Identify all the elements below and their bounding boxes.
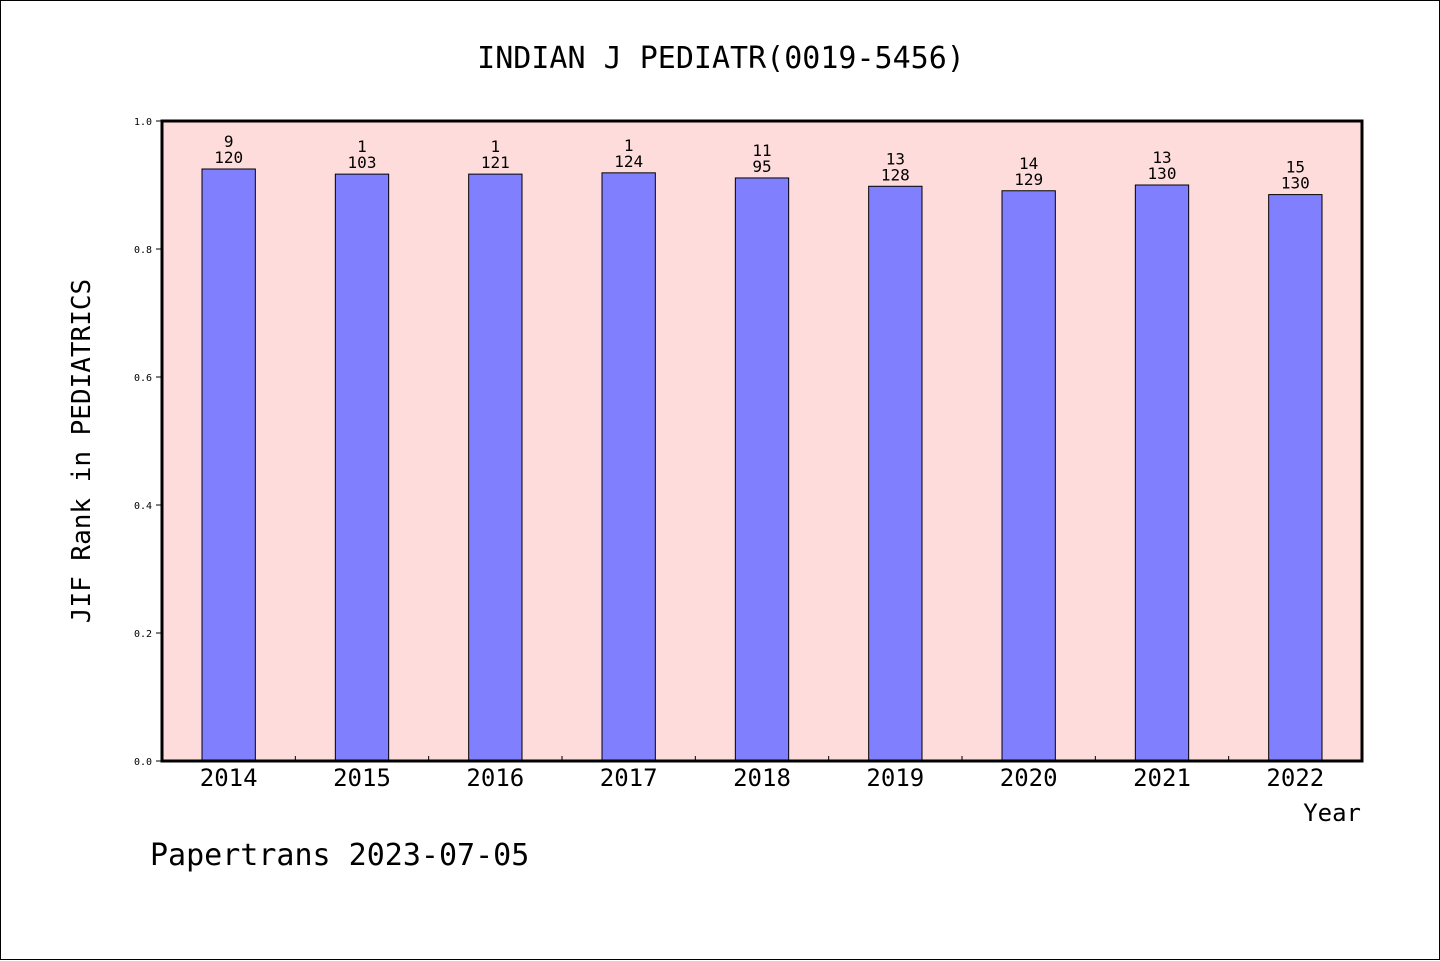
bar-rank-label-2019: 13 [886,149,905,168]
x-axis-label: Year [1303,799,1361,827]
bar-total-label-2014: 120 [214,148,243,167]
bar-2019 [868,185,923,762]
x-tick-label-2015: 2015 [333,764,391,792]
y-tick-label-1.0: 1.0 [134,117,152,128]
y-tick-label-0.0: 0.0 [134,757,152,768]
x-tick-label-2021: 2021 [1133,764,1191,792]
bar-total-label-2021: 130 [1148,164,1177,183]
bar-total-label-2020: 129 [1014,170,1043,189]
bar-2015 [334,173,390,762]
bar-rank-label-2022: 15 [1286,158,1305,177]
y-tick-label-0.6: 0.6 [134,373,152,384]
x-tick-label-2016: 2016 [466,764,524,792]
x-tick-label-2020: 2020 [1000,764,1058,792]
bar-rank-label-2016: 1 [491,137,501,156]
bar-2014 [201,168,256,762]
bar-rank-label-2015: 1 [357,137,367,156]
x-tick-label-2018: 2018 [733,764,791,792]
bar-rank-label-2020: 14 [1019,154,1038,173]
y-axis-label: JIF Rank in PEDIATRICS [67,279,97,623]
x-tick-label-2022: 2022 [1266,764,1324,792]
y-tick-label-0.4: 0.4 [134,501,152,512]
bar-total-label-2015: 103 [348,153,377,172]
bar-total-label-2016: 121 [481,153,510,172]
x-tick-label-2019: 2019 [866,764,924,792]
bar-total-label-2017: 124 [614,152,643,171]
y-tick-label-0.2: 0.2 [134,629,152,640]
x-tick-label-2017: 2017 [600,764,658,792]
x-tick-label-2014: 2014 [200,764,258,792]
chart-title: INDIAN J PEDIATR(0019-5456) [477,41,965,76]
bar-2021 [1134,184,1190,762]
bar-total-label-2019: 128 [881,165,910,184]
bar-rank-label-2018: 11 [752,141,771,160]
y-tick-label-0.8: 0.8 [134,245,152,256]
footer-text: Papertrans 2023-07-05 [150,838,529,873]
bar-total-label-2018: 95 [752,157,771,176]
bar-2018 [734,177,790,762]
bar-2016 [468,173,523,762]
bar-rank-label-2017: 1 [624,136,634,155]
bar-2017 [601,172,656,762]
bar-rank-label-2014: 9 [224,132,234,151]
bar-2022 [1268,194,1323,762]
ticks-layer: 2014 2015 2016 2017 2018 2019 2020 2021 2022 0.0 0… [134,117,1324,792]
bar-rank-label-2021: 13 [1152,148,1171,167]
bar-2020 [1001,190,1056,762]
bar-total-label-2022: 130 [1281,174,1310,193]
plot-border [160,119,1364,763]
